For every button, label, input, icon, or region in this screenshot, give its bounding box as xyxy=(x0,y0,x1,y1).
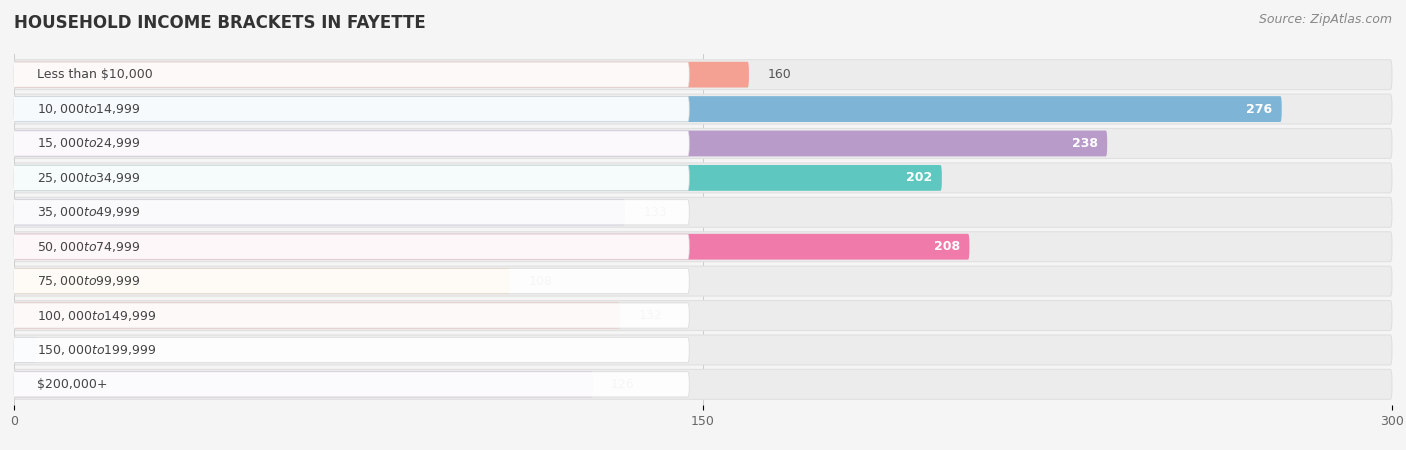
FancyBboxPatch shape xyxy=(14,266,1392,296)
FancyBboxPatch shape xyxy=(14,94,1392,124)
FancyBboxPatch shape xyxy=(10,269,689,294)
FancyBboxPatch shape xyxy=(10,131,689,156)
FancyBboxPatch shape xyxy=(14,163,1392,193)
FancyBboxPatch shape xyxy=(14,234,969,260)
Text: $75,000 to $99,999: $75,000 to $99,999 xyxy=(37,274,141,288)
FancyBboxPatch shape xyxy=(10,165,689,190)
FancyBboxPatch shape xyxy=(10,303,689,328)
FancyBboxPatch shape xyxy=(14,197,1392,227)
Text: $25,000 to $34,999: $25,000 to $34,999 xyxy=(37,171,141,185)
FancyBboxPatch shape xyxy=(14,199,624,225)
Text: $10,000 to $14,999: $10,000 to $14,999 xyxy=(37,102,141,116)
Text: 238: 238 xyxy=(1071,137,1098,150)
Text: $200,000+: $200,000+ xyxy=(37,378,107,391)
FancyBboxPatch shape xyxy=(10,96,689,122)
FancyBboxPatch shape xyxy=(14,60,1392,90)
Text: 133: 133 xyxy=(644,206,666,219)
FancyBboxPatch shape xyxy=(10,62,689,87)
FancyBboxPatch shape xyxy=(14,337,37,363)
Text: 276: 276 xyxy=(1246,103,1272,116)
Text: 126: 126 xyxy=(612,378,634,391)
FancyBboxPatch shape xyxy=(14,369,1392,399)
FancyBboxPatch shape xyxy=(14,335,1392,365)
FancyBboxPatch shape xyxy=(14,371,593,397)
Text: 160: 160 xyxy=(768,68,792,81)
Text: $15,000 to $24,999: $15,000 to $24,999 xyxy=(37,136,141,150)
Text: $100,000 to $149,999: $100,000 to $149,999 xyxy=(37,309,156,323)
FancyBboxPatch shape xyxy=(10,200,689,225)
Text: 208: 208 xyxy=(934,240,960,253)
Text: $35,000 to $49,999: $35,000 to $49,999 xyxy=(37,205,141,219)
FancyBboxPatch shape xyxy=(10,338,689,363)
Text: 202: 202 xyxy=(907,171,932,184)
Text: Source: ZipAtlas.com: Source: ZipAtlas.com xyxy=(1258,14,1392,27)
Text: $50,000 to $74,999: $50,000 to $74,999 xyxy=(37,240,141,254)
FancyBboxPatch shape xyxy=(14,62,749,88)
Text: $150,000 to $199,999: $150,000 to $199,999 xyxy=(37,343,156,357)
FancyBboxPatch shape xyxy=(10,372,689,397)
Text: HOUSEHOLD INCOME BRACKETS IN FAYETTE: HOUSEHOLD INCOME BRACKETS IN FAYETTE xyxy=(14,14,426,32)
FancyBboxPatch shape xyxy=(14,130,1107,157)
FancyBboxPatch shape xyxy=(14,302,620,328)
FancyBboxPatch shape xyxy=(14,129,1392,158)
FancyBboxPatch shape xyxy=(14,268,510,294)
Text: 5: 5 xyxy=(55,343,63,356)
FancyBboxPatch shape xyxy=(14,96,1282,122)
FancyBboxPatch shape xyxy=(14,232,1392,262)
FancyBboxPatch shape xyxy=(14,301,1392,330)
Text: 108: 108 xyxy=(529,274,553,288)
Text: 132: 132 xyxy=(638,309,662,322)
FancyBboxPatch shape xyxy=(10,234,689,259)
Text: Less than $10,000: Less than $10,000 xyxy=(37,68,153,81)
FancyBboxPatch shape xyxy=(14,165,942,191)
